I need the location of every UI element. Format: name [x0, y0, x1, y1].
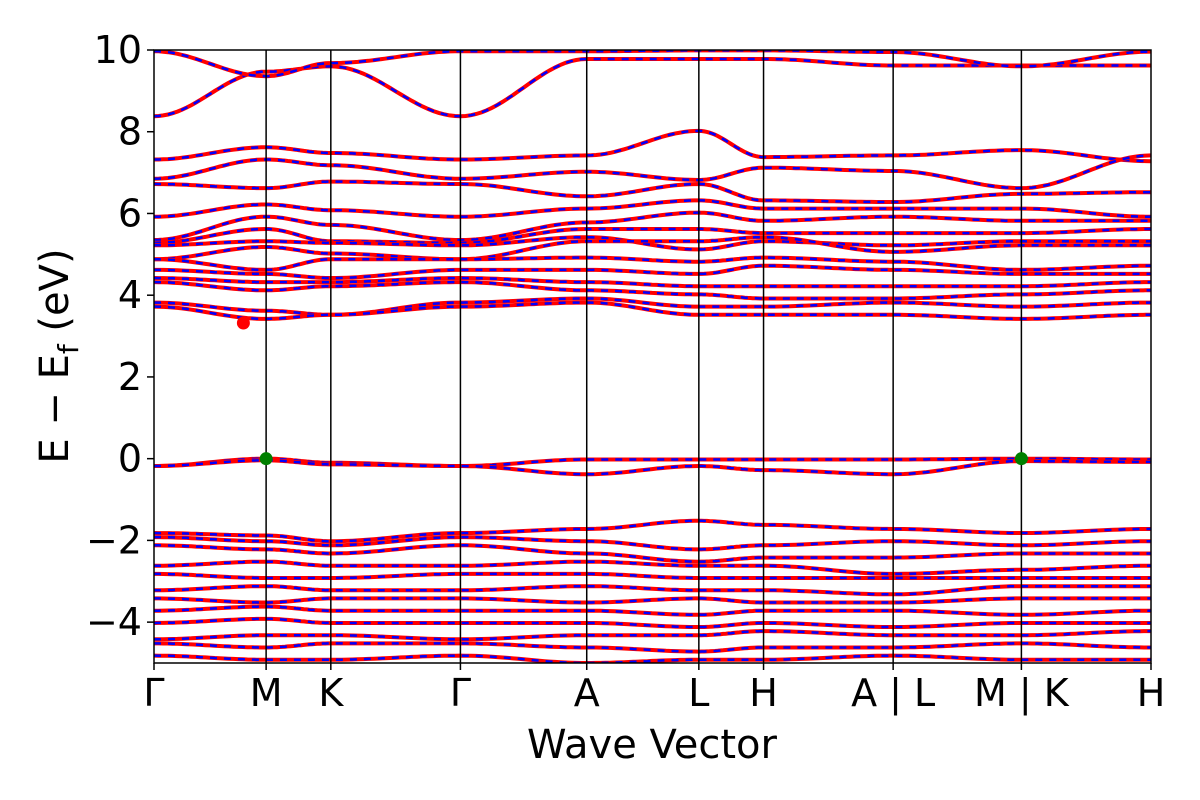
- x-tick-label: A: [574, 671, 600, 715]
- plot-frame: [153, 49, 1152, 664]
- x-tick-label: Γ: [450, 671, 471, 715]
- band-line-down-14: [154, 297, 1151, 317]
- x-tick-label: Γ: [143, 671, 164, 715]
- band-line-down-17: [154, 459, 1151, 476]
- band-line-down-15: [154, 301, 1151, 321]
- y-tick-label: 0: [118, 437, 142, 481]
- band-line-down-9: [154, 235, 1151, 261]
- vbm-marker: [259, 452, 273, 466]
- band-line-down-11: [154, 264, 1151, 280]
- band-line-down-25: [154, 605, 1151, 617]
- cbm-marker: [236, 316, 250, 330]
- band-line-down-12: [154, 276, 1151, 288]
- y-axis-ticks: 10 8 6 4 2 0 −2 −4: [86, 28, 154, 644]
- band-line-down-5: [154, 199, 1151, 218]
- band-line-down-21: [154, 560, 1151, 576]
- y-tick-label: −4: [86, 600, 142, 644]
- x-tick-label: H: [749, 671, 778, 715]
- band-line-down-2: [154, 129, 1151, 163]
- band-line-down-24: [154, 597, 1151, 604]
- band-line-down-1: [154, 50, 1151, 78]
- band-line-down-7: [154, 227, 1151, 245]
- vbm-marker-2: [1014, 452, 1028, 466]
- kpath-lines: [265, 50, 1023, 663]
- y-axis-title-unit: (eV): [32, 248, 78, 344]
- y-axis-title: E − Ef (eV): [32, 248, 85, 463]
- band-line-down-13: [154, 280, 1151, 300]
- x-axis-title: Wave Vector: [527, 722, 778, 768]
- band-line-down-27: [154, 629, 1151, 641]
- band-line-down-10: [154, 256, 1151, 272]
- y-tick-label: 8: [118, 110, 142, 154]
- y-axis-title-main: E − E: [32, 354, 78, 464]
- y-tick-label: −2: [86, 518, 142, 562]
- x-tick-label: L: [688, 671, 709, 715]
- bands-layer: [154, 50, 1151, 663]
- band-line-down-23: [154, 584, 1151, 596]
- x-tick-label: M | K: [974, 671, 1070, 716]
- band-line-down-4: [154, 180, 1151, 204]
- band-line-down-20: [154, 544, 1151, 563]
- band-line-down-19: [154, 535, 1151, 551]
- band-line-down-22: [154, 572, 1151, 580]
- x-tick-label: K: [318, 671, 344, 715]
- band-line-down-6: [154, 211, 1151, 242]
- band-line-down-29: [154, 654, 1151, 663]
- x-tick-label: A | L: [851, 671, 935, 716]
- band-line-down-26: [154, 617, 1151, 629]
- band-line-down-3: [154, 154, 1151, 190]
- x-tick-label: M: [250, 671, 283, 715]
- y-tick-label: 10: [94, 28, 142, 72]
- x-tick-label: H: [1137, 671, 1166, 715]
- y-tick-label: 4: [118, 273, 142, 317]
- y-tick-label: 6: [118, 191, 142, 235]
- band-line-down-28: [154, 642, 1151, 653]
- y-tick-label: 2: [118, 355, 142, 399]
- markers-layer: [236, 316, 1028, 466]
- band-line-down-8: [154, 235, 1151, 251]
- y-axis-title-subscript: f: [52, 343, 85, 354]
- band-line-down-18: [154, 519, 1151, 543]
